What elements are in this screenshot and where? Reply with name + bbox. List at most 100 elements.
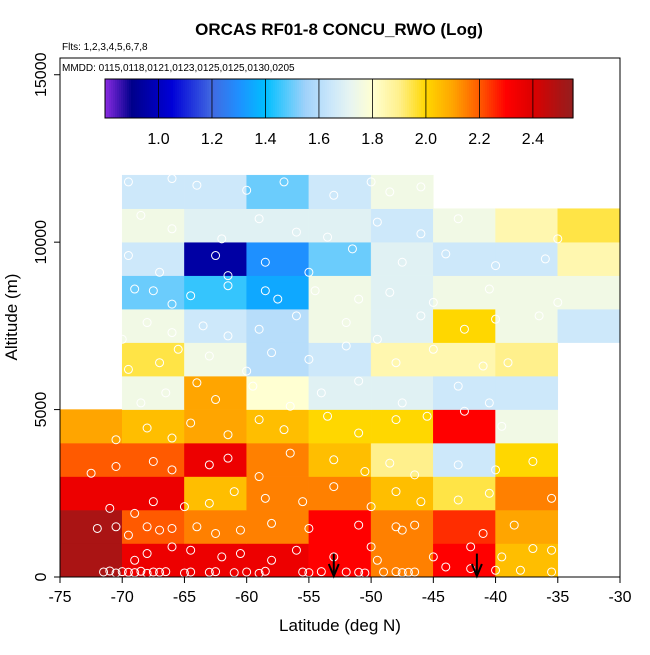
colorbar-segment	[571, 79, 574, 118]
sample-point	[509, 520, 519, 530]
colorbar-segment	[213, 79, 216, 118]
colorbar-segment	[537, 79, 540, 118]
colorbar-segment	[363, 79, 366, 118]
sample-point	[385, 187, 395, 197]
colorbar-segment	[553, 79, 556, 118]
latitude-arrows	[327, 553, 483, 579]
colorbar-segment	[479, 79, 482, 118]
sample-point	[273, 294, 283, 304]
colorbar-segment	[435, 79, 438, 118]
heatmap-cell	[433, 543, 496, 578]
colorbar-segment	[379, 79, 382, 118]
sample-point	[192, 180, 202, 190]
heatmap-cell	[246, 375, 310, 410]
sample-point	[491, 565, 501, 575]
sample-point	[366, 542, 376, 552]
sample-point	[192, 522, 202, 532]
colorbar-segment	[355, 79, 358, 118]
colorbar-frame	[104, 78, 574, 119]
sample-point	[329, 482, 339, 492]
sample-point	[173, 344, 183, 354]
heatmap-cell	[308, 476, 372, 511]
sample-point	[459, 324, 469, 334]
sample-point	[360, 467, 370, 477]
colorbar-segment	[123, 79, 126, 118]
sample-point	[186, 567, 196, 577]
sample-point	[148, 497, 158, 507]
sample-point	[186, 545, 196, 555]
sample-point	[397, 525, 407, 535]
sample-point	[167, 174, 177, 184]
colorbar-segment	[259, 79, 262, 118]
sample-point	[260, 286, 270, 296]
sample-point	[279, 425, 289, 435]
sample-point	[148, 567, 158, 577]
colorbar-segment	[309, 79, 312, 118]
colorbar-segment	[471, 79, 474, 118]
heatmap-cell	[121, 375, 185, 410]
colorbar-segment	[191, 79, 194, 118]
sample-point	[167, 224, 177, 234]
sample-point	[285, 448, 295, 458]
sample-point	[167, 523, 177, 533]
colorbar-segment	[563, 79, 566, 118]
colorbar-segment	[127, 79, 130, 118]
sample-point	[459, 406, 469, 416]
sample-point	[161, 567, 171, 577]
heatmap-cell	[184, 275, 247, 310]
sample-point	[329, 455, 339, 465]
colorbar-segment	[487, 79, 490, 118]
sample-point	[111, 462, 121, 472]
colorbar-segment	[447, 79, 450, 118]
sample-point	[329, 190, 339, 200]
colorbar-segment	[223, 79, 226, 118]
sample-point	[167, 328, 177, 338]
colorbar-segment	[219, 79, 222, 118]
sample-point	[466, 542, 476, 552]
heatmap-cell	[121, 476, 185, 511]
colorbar-segment	[515, 79, 518, 118]
colorbar: 1.0 1.2 1.4 1.6 1.8 2.0 2.2 2.4	[104, 78, 574, 148]
heatmap-cell	[59, 543, 123, 578]
colorbar-segment	[165, 79, 168, 118]
heatmap-cell	[370, 543, 434, 578]
heatmap-cell	[495, 342, 559, 377]
colorbar-segment	[201, 79, 204, 118]
sample-point	[179, 502, 189, 512]
heatmap-cell	[433, 509, 496, 544]
colorbar-tick-label: 1.4	[254, 131, 276, 148]
colorbar-tick-label: 1.0	[147, 131, 169, 148]
colorbar-segment	[485, 79, 488, 118]
colorbar-segment	[461, 79, 464, 118]
colorbar-segment	[367, 79, 370, 118]
sample-point	[453, 495, 463, 505]
sample-point	[267, 348, 277, 358]
colorbar-segment	[189, 79, 192, 118]
sample-point	[136, 398, 146, 408]
colorbar-segment	[413, 79, 416, 118]
colorbar-segment	[279, 79, 282, 118]
heatmap-cell	[184, 476, 247, 511]
heatmap-cell	[495, 208, 559, 243]
sample-point	[136, 566, 146, 576]
sample-point	[453, 460, 463, 470]
colorbar-segment	[401, 79, 404, 118]
x-axis-label: Latitude (deg N)	[279, 616, 401, 635]
sample-point	[186, 418, 196, 428]
sample-point	[316, 567, 326, 577]
heatmap-cell	[184, 241, 247, 276]
colorbar-segment	[381, 79, 384, 118]
colorbar-segment	[505, 79, 508, 118]
sample-point	[130, 555, 140, 565]
x-tick-label: -40	[484, 589, 507, 606]
colorbar-segment	[543, 79, 546, 118]
colorbar-segment	[235, 79, 238, 118]
sample-point	[428, 344, 438, 354]
colorbar-segment	[333, 79, 336, 118]
colorbar-segment	[269, 79, 272, 118]
sample-point	[385, 287, 395, 297]
colorbar-segment	[439, 79, 442, 118]
colorbar-segment	[323, 79, 326, 118]
colorbar-segment	[217, 79, 220, 118]
colorbar-segment	[483, 79, 486, 118]
